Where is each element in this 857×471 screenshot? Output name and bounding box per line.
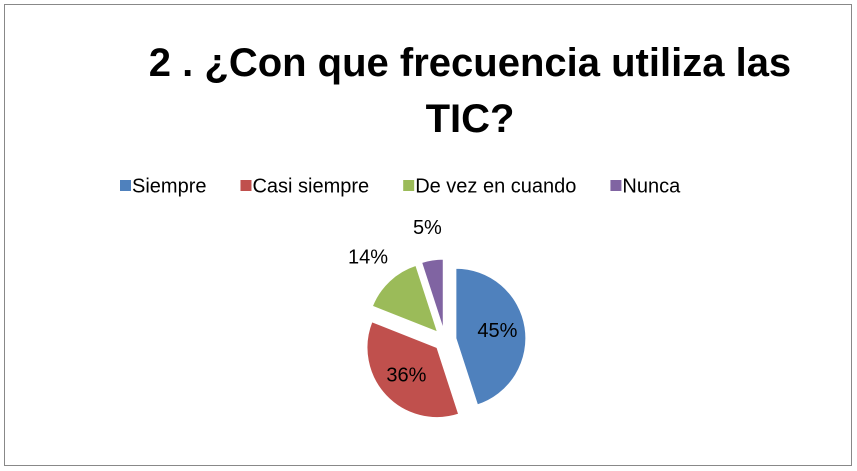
legend-label: De vez en cuando [415, 175, 576, 197]
legend-swatch [403, 180, 415, 191]
legend-label: Casi siempre [252, 175, 369, 197]
pie-slice [371, 264, 439, 333]
pie-slice [421, 258, 444, 330]
chart-frame [4, 4, 852, 466]
chart-title: 2 . ¿Con que frecuencia utiliza las TIC? [148, 41, 792, 141]
legend-swatch [120, 180, 131, 191]
data-label: 36% [386, 365, 426, 387]
pie-slice [366, 321, 460, 419]
data-label: 45% [477, 320, 517, 342]
legend-swatch [610, 180, 622, 191]
legend-swatch [240, 180, 252, 191]
data-label: 14% [348, 246, 388, 268]
legend-label: Nunca [622, 175, 681, 197]
legend-label: Siempre [132, 175, 206, 197]
data-label: 5% [413, 217, 442, 239]
pie-slice [455, 267, 527, 406]
